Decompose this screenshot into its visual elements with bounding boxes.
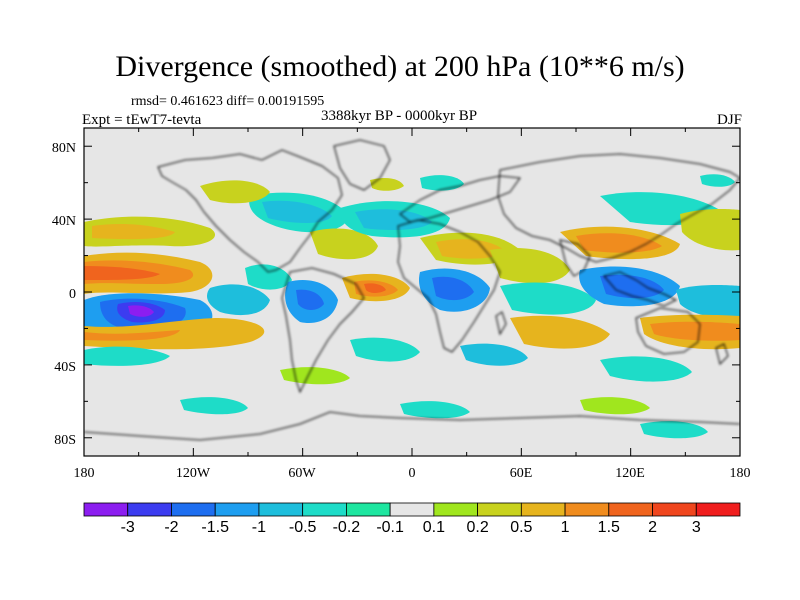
colorbar-label: -0.1: [376, 519, 404, 536]
coastline-asia: [497, 153, 740, 263]
lon-tick-label: 180: [729, 466, 751, 481]
colorbar-label: 3: [691, 519, 701, 536]
contour-positive: [680, 209, 740, 251]
contour-negative: [296, 289, 324, 310]
colorbar-label: -1.5: [201, 519, 229, 536]
divergence-field: [84, 174, 740, 439]
contour-negative: [432, 276, 474, 301]
lat-tick-label: 0: [69, 287, 76, 302]
lon-tick-label: 60W: [288, 466, 316, 481]
lat-tick-label: 80S: [54, 433, 76, 448]
contour-positive: [650, 321, 740, 341]
contour-negative: [420, 175, 464, 191]
contour-negative: [640, 421, 708, 439]
map-title: Divergence (smoothed) at 200 hPa (10**6 …: [115, 50, 685, 83]
coastline-north-america: [157, 149, 343, 273]
contour-negative: [84, 346, 170, 366]
contour-positive: [490, 248, 570, 284]
colorbar-swatch: [214, 502, 260, 517]
colorbar-swatch: [564, 502, 610, 517]
contour-positive: [580, 397, 650, 415]
lat-tick-label: 40S: [54, 360, 76, 375]
coastline-australia: [635, 307, 701, 355]
contour-positive: [280, 367, 350, 385]
stats-line: rmsd= 0.461623 diff= 0.00191595: [131, 94, 325, 109]
lat-tick-label: 40N: [51, 214, 76, 229]
colorbar-label: -0.2: [332, 519, 361, 536]
colorbar-label: -1: [251, 519, 267, 536]
contour-negative: [180, 397, 248, 415]
contour-positive: [576, 233, 662, 253]
coastline-europe: [399, 175, 521, 223]
colorbar-label: -3: [120, 519, 135, 536]
colorbar-label: -2: [164, 519, 179, 536]
colorbar: [83, 502, 741, 517]
colorbar-label: 1: [560, 519, 570, 536]
contour-negative: [600, 356, 692, 382]
colorbar-swatch: [477, 502, 522, 517]
contour-negative: [245, 264, 292, 290]
contour-positive: [84, 266, 160, 280]
contour-negative: [350, 337, 420, 362]
lon-tick-label: 120W: [175, 466, 211, 481]
contour-positive: [370, 178, 404, 191]
colorbar-label: 0.2: [466, 519, 489, 536]
contour-positive: [310, 228, 378, 260]
contour-positive: [364, 283, 386, 293]
contour-positive: [84, 330, 180, 341]
coastline-indonesia: [603, 271, 678, 307]
lon-tick-label: 120E: [615, 466, 645, 481]
colorbar-swatch: [608, 502, 653, 517]
coastline-antarctica: [84, 411, 740, 441]
colorbar-swatch: [652, 502, 697, 517]
lon-tick-label: 0: [408, 466, 416, 481]
lon-tick-label: 60E: [509, 466, 533, 481]
contour-negative: [355, 209, 432, 230]
colorbar-swatch: [520, 502, 566, 517]
contour-negative: [262, 200, 332, 223]
lat-tick-label: 80N: [51, 141, 76, 156]
colorbar-swatch: [302, 502, 347, 517]
colorbar-swatch: [258, 502, 304, 517]
contour-negative: [460, 343, 528, 366]
colorbar-swatch: [171, 502, 216, 517]
period-label: 3388kyr BP - 0000kyr BP: [321, 108, 478, 124]
contour-positive: [200, 180, 270, 204]
colorbar-label: 1.5: [597, 519, 620, 536]
colorbar-label: 2: [648, 519, 657, 536]
colorbar-label: 0.1: [422, 519, 445, 536]
coastline-africa: [397, 219, 501, 353]
axis-ticks: [83, 128, 741, 456]
colorbar-swatch: [345, 502, 391, 517]
coastline-south-america: [281, 267, 365, 394]
colorbar-swatch: [83, 502, 129, 517]
colorbar-swatch: [127, 502, 172, 517]
colorbar-label: 0.5: [510, 519, 533, 536]
contour-negative: [676, 285, 740, 319]
lon-tick-label: 180: [73, 466, 95, 481]
experiment-label: Expt = tEwT7-tevta: [82, 112, 202, 128]
coastlines: [84, 139, 740, 441]
contour-negative: [207, 284, 270, 316]
coastline-india: [559, 239, 591, 277]
colorbar-label: -0.5: [288, 519, 317, 536]
contour-negative: [400, 401, 470, 419]
contour-positive: [92, 224, 175, 240]
season-label: DJF: [716, 112, 742, 128]
contour-negative: [500, 282, 596, 315]
contour-negative: [128, 305, 154, 317]
contour-negative: [700, 174, 735, 187]
coastline-madagascar: [495, 311, 507, 336]
coastline-new-zealand: [715, 343, 729, 365]
contour-positive: [510, 315, 610, 349]
contour-negative: [600, 274, 664, 299]
coastline-greenland: [333, 139, 391, 191]
colorbar-swatch: [695, 502, 741, 517]
colorbar-swatch: [389, 502, 435, 517]
colorbar-swatch: [433, 502, 479, 517]
